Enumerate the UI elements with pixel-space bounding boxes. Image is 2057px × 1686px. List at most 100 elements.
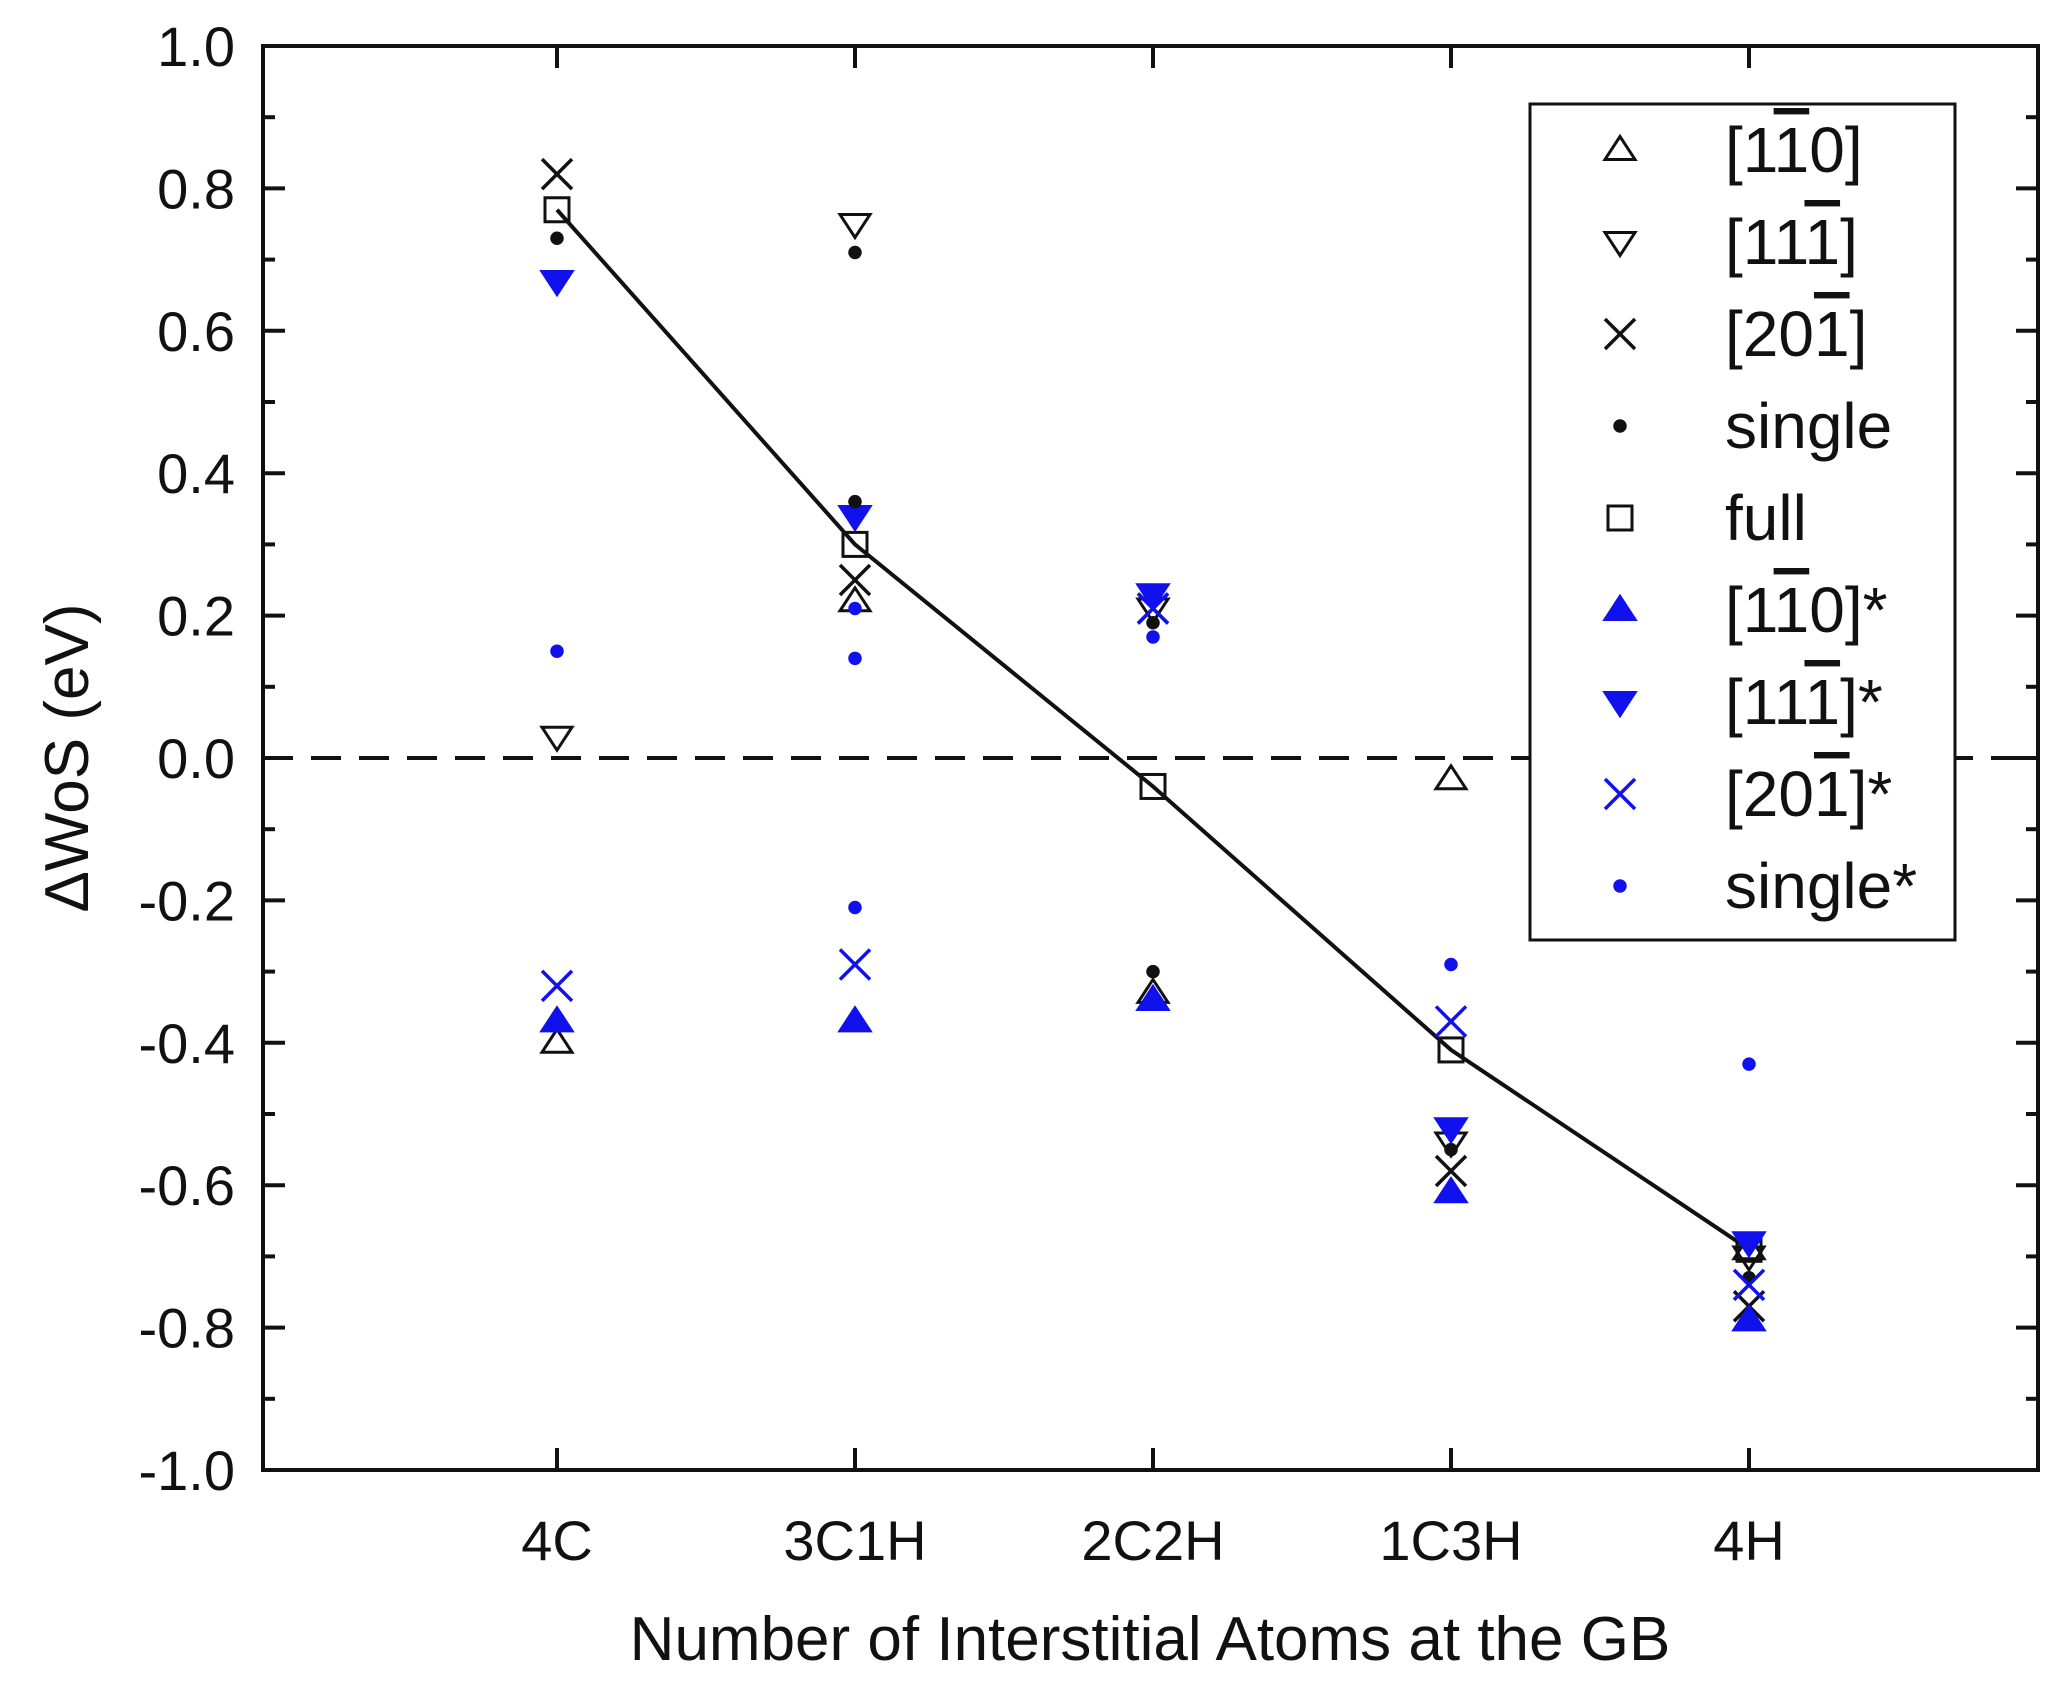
point-single* <box>1742 1057 1756 1071</box>
y-tick-label: -1.0 <box>139 1439 236 1502</box>
legend-label-part: [1 <box>1725 114 1776 186</box>
point-full <box>841 530 869 558</box>
legend-overbar-digit: 1 <box>1814 758 1850 830</box>
legend-label-part: [20 <box>1725 298 1814 370</box>
point-[1-10]* <box>837 1005 873 1033</box>
legend-symbol-[1-10] <box>1602 133 1638 161</box>
y-tick-label: -0.4 <box>139 1012 236 1075</box>
legend-box <box>1528 102 1957 942</box>
legend-label-[11-1]: [111] <box>1725 206 1858 278</box>
point-full <box>1139 772 1167 800</box>
point-single <box>550 231 564 245</box>
legend-symbol-single* <box>1613 879 1627 893</box>
point-single* <box>550 644 564 658</box>
point-single* <box>1444 957 1458 972</box>
legend-symbol-full <box>1606 504 1634 532</box>
point-full <box>1437 1036 1465 1064</box>
data-points <box>539 157 1767 1332</box>
point-single <box>848 245 862 260</box>
legend-label-part: ] <box>1845 114 1863 186</box>
point-single* <box>848 651 862 666</box>
legend-symbol-[20-1] <box>1603 317 1637 351</box>
y-axis-ticks: -1.0 -0.8 -0.6 -0.4 -0.2 0.0 0.2 0.4 0.6 0.8 1.0 <box>139 15 2038 1502</box>
legend: [110][111][201]singlefull[110]*[111]*[20… <box>1528 102 1957 942</box>
y-axis-label: ΔWoS (eV) <box>33 603 102 912</box>
legend-symbol-single <box>1613 419 1627 433</box>
point-[1-10]* <box>1731 1304 1767 1332</box>
point-single <box>1146 964 1160 979</box>
point-single* <box>848 601 862 616</box>
point-[11-1]* <box>539 270 575 298</box>
legend-label-[1-10]*: [110]* <box>1725 574 1888 646</box>
legend-label-[1-10]: [110] <box>1725 114 1863 186</box>
x-tick-label: 1C3H <box>1379 1509 1522 1572</box>
legend-label-part: [11 <box>1725 666 1807 738</box>
legend-label-part: ]* <box>1850 758 1893 830</box>
point-single <box>848 494 862 509</box>
legend-symbol-[11-1] <box>1602 231 1638 259</box>
point-[20-1] <box>540 157 574 191</box>
point-[11-1]* <box>1433 1117 1469 1145</box>
x-axis-label: Number of Interstitial Atoms at the GB <box>630 1605 1671 1674</box>
legend-overbar-digit: 1 <box>1804 206 1840 278</box>
legend-label-[20-1]: [201] <box>1725 298 1867 370</box>
y-tick-label: 0.4 <box>157 442 235 505</box>
legend-label-part: 0 <box>1809 574 1845 646</box>
y-tick-label: -0.2 <box>139 869 236 932</box>
y-tick-label: 0.0 <box>157 727 235 790</box>
legend-label-part: 0 <box>1809 114 1845 186</box>
point-full <box>543 196 571 224</box>
point-[11-1] <box>539 725 575 753</box>
point-[20-1] <box>1434 1154 1468 1188</box>
legend-symbol-[1-10]* <box>1602 593 1638 621</box>
legend-overbar-digit: 1 <box>1774 574 1810 646</box>
x-tick-label: 2C2H <box>1081 1509 1224 1572</box>
y-tick-label: 1.0 <box>157 15 235 78</box>
legend-label-part: [11 <box>1725 206 1807 278</box>
point-[11-1] <box>837 213 873 241</box>
point-[20-1]* <box>1434 1005 1468 1038</box>
point-[1-10] <box>1433 763 1469 791</box>
point-[11-1]* <box>837 504 873 533</box>
point-[20-1]* <box>1136 592 1170 625</box>
point-single* <box>1146 630 1160 644</box>
point-[1-10] <box>539 1026 575 1054</box>
point-[1-10]* <box>539 1005 575 1033</box>
y-tick-label: 0.8 <box>157 157 235 220</box>
legend-label-part: ] <box>1840 206 1858 278</box>
point-single <box>1146 615 1160 630</box>
legend-label-full: full <box>1725 482 1807 554</box>
point-[20-1]* <box>540 969 574 1003</box>
x-tick-label: 3C1H <box>783 1509 926 1572</box>
legend-label-[11-1]*: [111]* <box>1725 666 1883 738</box>
legend-overbar-digit: 1 <box>1774 114 1810 186</box>
legend-overbar-digit: 1 <box>1804 666 1840 738</box>
point-[11-1]* <box>1731 1231 1767 1259</box>
legend-label-part: ] <box>1850 298 1868 370</box>
legend-label-[20-1]*: [201]* <box>1725 758 1892 830</box>
legend-symbol-[11-1]* <box>1602 691 1638 719</box>
point-[11-1]* <box>1135 583 1171 611</box>
point-single <box>1444 1142 1458 1157</box>
y-tick-label: 0.6 <box>157 300 235 363</box>
point-[20-1]* <box>1732 1268 1766 1302</box>
trend-line-full <box>555 208 1751 1251</box>
point-single* <box>848 900 862 915</box>
legend-label-part: [20 <box>1725 758 1814 830</box>
x-axis-ticks: 4C 3C1H 2C2H 1C3H 4H <box>521 46 1785 1572</box>
point-[1-10]* <box>1135 983 1171 1012</box>
point-[1-10]* <box>1433 1176 1469 1204</box>
legend-label-part: [1 <box>1725 574 1776 646</box>
legend-label-single*: single* <box>1725 850 1917 922</box>
legend-label-part: ]* <box>1840 666 1883 738</box>
y-tick-label: 0.2 <box>157 585 235 648</box>
y-tick-label: -0.6 <box>139 1154 236 1217</box>
x-tick-label: 4H <box>1713 1509 1785 1572</box>
legend-label-part: ]* <box>1845 574 1888 646</box>
point-[20-1]* <box>838 948 872 981</box>
legend-label-single: single <box>1725 390 1892 462</box>
legend-overbar-digit: 1 <box>1814 298 1850 370</box>
y-tick-label: -0.8 <box>139 1297 236 1360</box>
x-tick-label: 4C <box>521 1509 593 1572</box>
